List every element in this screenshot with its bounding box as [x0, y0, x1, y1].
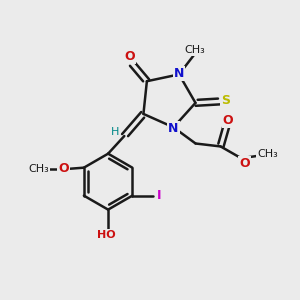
Text: O: O: [223, 114, 233, 127]
Text: S: S: [221, 94, 230, 107]
Text: CH₃: CH₃: [29, 164, 50, 174]
Text: H: H: [111, 128, 119, 137]
Text: CH₃: CH₃: [257, 149, 278, 159]
Text: I: I: [157, 188, 161, 202]
Text: O: O: [239, 157, 250, 170]
Text: O: O: [58, 162, 69, 175]
Text: O: O: [124, 50, 134, 63]
Text: HO: HO: [97, 230, 116, 240]
Text: N: N: [174, 67, 184, 80]
Text: CH₃: CH₃: [185, 45, 206, 55]
Text: N: N: [168, 122, 179, 135]
